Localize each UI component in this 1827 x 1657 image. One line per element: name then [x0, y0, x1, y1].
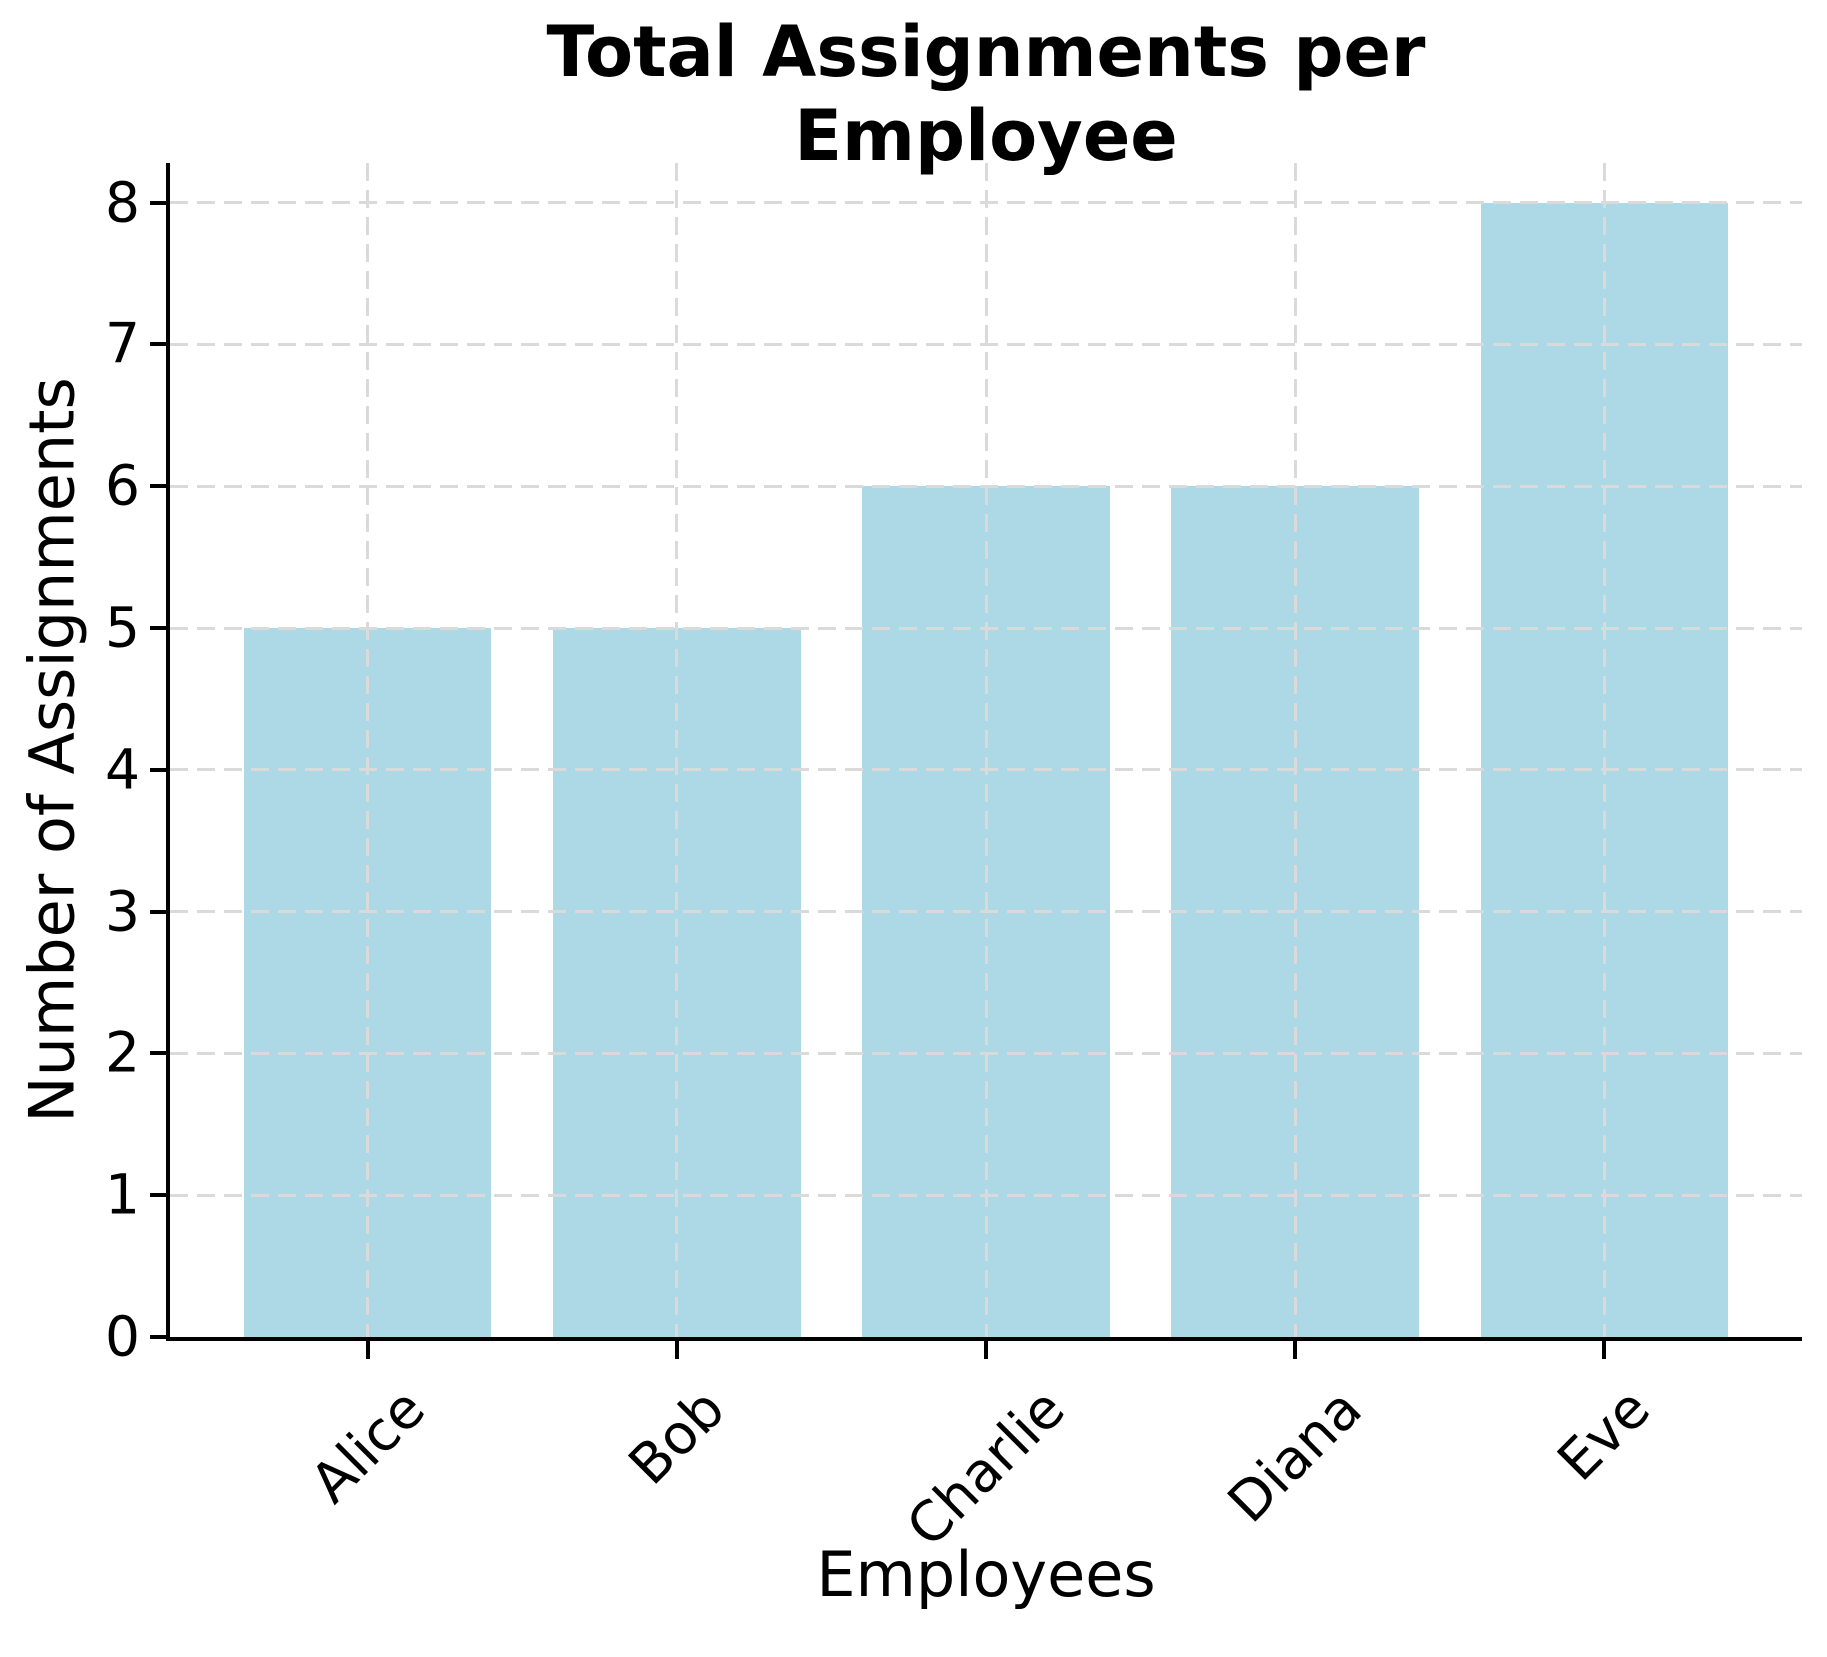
x-tick-label-alice: Alice: [297, 1376, 437, 1515]
y-tick-6: [150, 484, 166, 489]
plot-area: 0 1 2 3 4 5 6 7 8 Alice Bob Charlie Diana Eve: [105, 163, 1802, 1559]
y-tick-label-8: 8: [105, 170, 140, 235]
gridlines-group: [170, 163, 1802, 1337]
x-tick-label-eve: Eve: [1545, 1376, 1663, 1493]
x-tick-label-charlie: Charlie: [894, 1376, 1077, 1559]
y-tick-4: [150, 767, 166, 772]
x-tick-label-bob: Bob: [616, 1376, 737, 1497]
y-tick-label-7: 7: [105, 311, 140, 376]
y-tick-label-4: 4: [105, 737, 140, 802]
x-axis-spine: [166, 1337, 1802, 1341]
gridline-x-alice: [366, 163, 370, 1337]
y-tick-label-0: 0: [105, 1304, 140, 1369]
y-tick-1: [150, 1193, 166, 1198]
gridline-x-diana: [1293, 163, 1297, 1337]
x-axis-label: Employees: [816, 1538, 1156, 1611]
y-tick-label-3: 3: [105, 879, 140, 944]
gridline-x-eve: [1602, 163, 1606, 1337]
chart-title: Total Assignments per Employee: [546, 11, 1426, 177]
x-tick-bob: [674, 1341, 679, 1359]
y-tick-7: [150, 342, 166, 347]
y-tick-label-5: 5: [105, 595, 140, 660]
y-tick-label-2: 2: [105, 1020, 140, 1085]
x-tick-charlie: [984, 1341, 988, 1359]
y-tick-3: [150, 909, 166, 914]
gridline-x-charlie: [984, 163, 988, 1337]
x-tick-eve: [1602, 1341, 1607, 1359]
y-tick-8: [150, 200, 166, 205]
x-tick-alice: [365, 1341, 370, 1359]
y-axis-spine: [166, 163, 170, 1341]
x-tick-diana: [1293, 1341, 1298, 1359]
y-tick-label-1: 1: [105, 1162, 140, 1227]
y-tick-label-6: 6: [105, 453, 140, 518]
y-axis-label: Number of Assignments: [15, 377, 89, 1123]
ticks-group: 0 1 2 3 4 5 6 7 8 Alice Bob Charlie Diana Eve: [105, 163, 1802, 1559]
y-tick-5: [150, 626, 166, 631]
x-tick-label-diana: Diana: [1215, 1376, 1374, 1535]
y-tick-2: [150, 1051, 166, 1056]
y-tick-0: [150, 1335, 166, 1339]
gridline-x-bob: [675, 163, 679, 1337]
